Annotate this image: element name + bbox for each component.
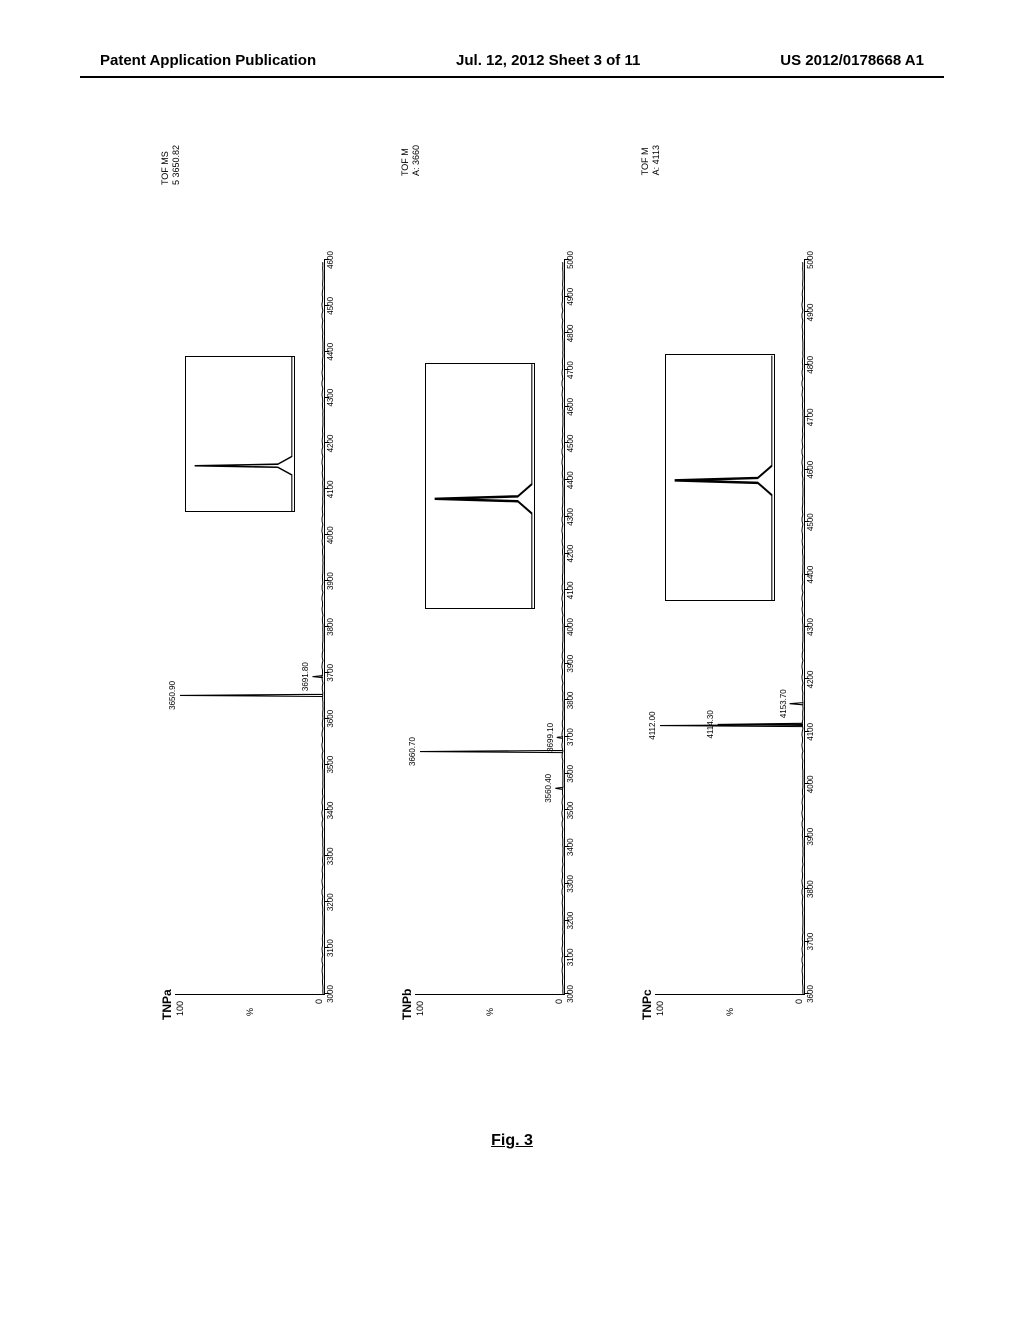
panel-label: TNPb (400, 989, 414, 1020)
x-tick: 3700 (806, 933, 815, 951)
x-tick: 4600 (806, 461, 815, 479)
x-tick: 3900 (806, 828, 815, 846)
peak-label: 3691.80 (301, 662, 310, 691)
x-tick: 4100 (326, 480, 335, 498)
x-tick: 4200 (326, 435, 335, 453)
spectrum-panel-tnpa: TNPaTOF MS5 3650.821000%3650.903691.8030… (160, 200, 360, 1020)
x-tick: 3800 (806, 880, 815, 898)
y-axis-label: % (725, 1008, 735, 1016)
x-tick: 4100 (806, 723, 815, 741)
x-tick: 3500 (566, 802, 575, 820)
x-tick: 4900 (566, 288, 575, 306)
x-tick: 3500 (326, 756, 335, 774)
x-tick: 4800 (566, 325, 575, 343)
x-tick: 3200 (326, 893, 335, 911)
x-tick: 3600 (326, 710, 335, 728)
x-tick: 3900 (566, 655, 575, 673)
y-tick-max: 100 (415, 1001, 425, 1016)
x-tick: 3800 (566, 692, 575, 710)
figure-container: TNPaTOF MS5 3650.821000%3650.903691.8030… (140, 200, 880, 1020)
x-tick: 4200 (806, 671, 815, 689)
x-tick: 4600 (326, 251, 335, 269)
inset-spectrum (665, 354, 775, 600)
x-tick: 3700 (566, 728, 575, 746)
peak-label: 3560.40 (544, 774, 553, 803)
x-tick: 4500 (566, 435, 575, 453)
x-tick: 3900 (326, 572, 335, 590)
x-tick: 3400 (326, 802, 335, 820)
x-tick: 4600 (566, 398, 575, 416)
x-tick: 4200 (566, 545, 575, 563)
y-axis-label: % (245, 1008, 255, 1016)
y-tick-max: 100 (175, 1001, 185, 1016)
x-tick: 3600 (566, 765, 575, 783)
header-divider (80, 76, 944, 78)
inset-trace (666, 355, 774, 599)
peak-label: 4153.70 (779, 689, 788, 718)
tof-label: TOF MA: 4113 (640, 145, 662, 175)
tof-label: TOF MS5 3650.82 (160, 145, 182, 185)
x-tick: 3300 (326, 847, 335, 865)
y-tick-min: 0 (794, 999, 804, 1004)
inset-spectrum (425, 363, 535, 609)
peak-label: 3650.90 (168, 681, 177, 710)
header-patent-number: US 2012/0178668 A1 (780, 52, 924, 69)
spectrum-panel-tnpb: TNPbTOF MA: 36601000%3660.703560.403699.… (400, 200, 600, 1020)
x-tick: 4800 (806, 356, 815, 374)
x-tick: 4300 (566, 508, 575, 526)
x-tick: 4000 (326, 526, 335, 544)
x-tick: 4700 (806, 408, 815, 426)
x-tick: 3600 (806, 985, 815, 1003)
y-tick-min: 0 (554, 999, 564, 1004)
plot-area: 1000%3660.703560.403699.1030003100320033… (415, 260, 565, 995)
x-tick: 4400 (566, 471, 575, 489)
plot-area: 1000%4112.004114.304153.7036003700380039… (655, 260, 805, 995)
rotated-spectra: TNPaTOF MS5 3650.821000%3650.903691.8030… (140, 200, 880, 1020)
plot-area: 1000%3650.903691.80300031003200330034003… (175, 260, 325, 995)
x-tick: 4000 (566, 618, 575, 636)
figure-caption: Fig. 3 (491, 1132, 533, 1150)
inset-trace (426, 364, 534, 608)
tof-label: TOF MA: 3660 (400, 145, 422, 176)
x-tick: 3700 (326, 664, 335, 682)
x-tick: 3000 (326, 985, 335, 1003)
y-tick-min: 0 (314, 999, 324, 1004)
x-tick: 3400 (566, 838, 575, 856)
x-tick: 4500 (806, 513, 815, 531)
inset-trace (186, 357, 294, 511)
x-axis-ticks: 3000310032003300340035003600370038003900… (566, 260, 578, 994)
x-tick: 3100 (566, 948, 575, 966)
panel-label: TNPc (640, 989, 654, 1020)
x-tick: 3100 (326, 939, 335, 957)
y-tick-max: 100 (655, 1001, 665, 1016)
peak-label: 3660.70 (408, 737, 417, 766)
header-publication: Patent Application Publication (100, 52, 316, 69)
x-axis-ticks: 3000310032003300340035003600370038003900… (326, 260, 338, 994)
inset-spectrum (185, 356, 295, 512)
x-tick: 3800 (326, 618, 335, 636)
x-tick: 4100 (566, 581, 575, 599)
x-tick: 4700 (566, 361, 575, 379)
x-tick: 3000 (566, 985, 575, 1003)
y-axis-label: % (485, 1008, 495, 1016)
x-tick: 4000 (806, 775, 815, 793)
peak-label: 4114.30 (706, 710, 715, 738)
x-tick: 4500 (326, 297, 335, 315)
patent-header: Patent Application Publication Jul. 12, … (0, 52, 1024, 69)
x-tick: 3200 (566, 912, 575, 930)
peak-label: 4112.00 (648, 711, 657, 739)
x-tick: 4900 (806, 304, 815, 322)
panel-label: TNPa (160, 989, 174, 1020)
x-axis-ticks: 3600370038003900400041004200430044004500… (806, 260, 818, 994)
peak-label: 3699.10 (546, 723, 555, 752)
spectrum-panel-tnpc: TNPcTOF MA: 41131000%4112.004114.304153.… (640, 200, 840, 1020)
x-tick: 3300 (566, 875, 575, 893)
x-tick: 4400 (326, 343, 335, 361)
x-tick: 4400 (806, 566, 815, 584)
header-sheet-info: Jul. 12, 2012 Sheet 3 of 11 (456, 52, 640, 69)
x-tick: 5000 (566, 251, 575, 269)
x-tick: 5000 (806, 251, 815, 269)
x-tick: 4300 (326, 389, 335, 407)
x-tick: 4300 (806, 618, 815, 636)
